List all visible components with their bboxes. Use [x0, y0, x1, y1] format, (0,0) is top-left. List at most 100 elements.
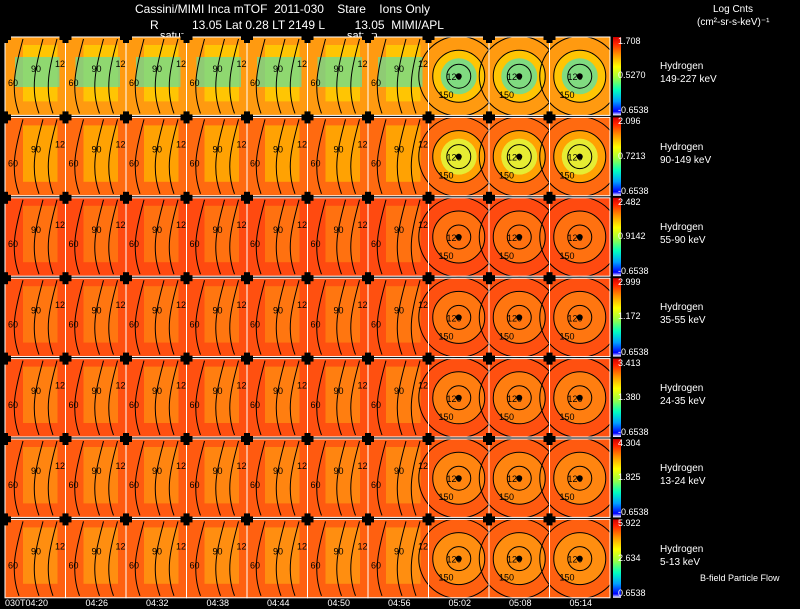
contour-label: 150	[439, 171, 454, 181]
contour-label: 120	[447, 394, 462, 404]
image-panel	[4, 438, 66, 518]
colorbar-max-label: 3.413	[618, 357, 641, 368]
colorbar-mid-label: 0.5270	[618, 70, 646, 81]
crosshair-marker	[362, 31, 374, 43]
image-panel	[307, 358, 369, 438]
image-panel	[65, 197, 127, 277]
image-panel	[307, 277, 369, 358]
colorbar-max-label: 2.096	[618, 116, 641, 127]
contour-label: 90	[152, 547, 162, 557]
contour-label: 90	[213, 145, 223, 155]
crosshair-marker	[180, 513, 193, 526]
contour-label: 60	[371, 319, 381, 329]
band-species-label: Hydrogen	[660, 463, 704, 475]
contour-label: 12	[55, 300, 65, 310]
crosshair-marker	[301, 31, 314, 43]
image-panel	[539, 357, 621, 439]
crosshair-marker	[301, 513, 314, 526]
crosshair-marker	[543, 513, 556, 526]
legend-note: B-field Particle Flow	[700, 573, 780, 583]
contour-label: 120	[507, 394, 522, 404]
crosshair-marker	[120, 31, 132, 43]
crosshair-marker	[120, 513, 132, 526]
crosshair-marker	[0, 513, 11, 526]
image-panel	[246, 277, 308, 358]
crosshair-marker	[543, 31, 556, 43]
contour-label: 90	[92, 305, 102, 315]
contour-label: 12	[116, 59, 126, 69]
contour-label: 150	[560, 90, 575, 100]
contour-label: 60	[129, 480, 139, 490]
contour-label: 90	[273, 386, 283, 396]
time-axis-label: 04:38	[206, 598, 230, 608]
contour-label: 150	[499, 492, 514, 502]
crosshair-marker	[362, 513, 374, 526]
contour-label: 12	[297, 381, 307, 391]
crosshair-marker	[180, 111, 193, 124]
contour-label: 90	[394, 547, 404, 557]
contour-label: 90	[213, 64, 223, 74]
image-panel	[478, 116, 560, 198]
contour-label: 60	[69, 78, 79, 88]
band-species-label: Hydrogen	[660, 61, 704, 73]
contour-label: 90	[31, 145, 41, 155]
contour-label: 12	[116, 461, 126, 471]
contour-label: 60	[8, 159, 18, 169]
crosshair-marker	[301, 433, 314, 445]
contour-label: 60	[371, 400, 381, 410]
colorbar-min-label: -0.6538	[618, 266, 649, 277]
contour-label: 12	[116, 300, 126, 310]
contour-label: 60	[311, 239, 321, 249]
image-panel	[186, 277, 248, 358]
contour-label: 60	[311, 400, 321, 410]
image-panel	[65, 277, 127, 358]
contour-label: 150	[560, 251, 575, 261]
contour-label: 60	[371, 159, 381, 169]
image-panel	[186, 197, 248, 277]
contour-label: 60	[129, 319, 139, 329]
time-axis-label: 05:14	[569, 598, 593, 608]
crosshair-marker	[59, 433, 72, 445]
contour-label: 120	[507, 72, 522, 82]
contour-label: 60	[250, 480, 260, 490]
image-panel	[4, 116, 66, 197]
contour-label: 90	[31, 64, 41, 74]
image-panel	[186, 116, 248, 197]
time-axis-label: 030T04:20	[5, 598, 49, 608]
contour-label: 12	[237, 300, 247, 310]
time-axis-label: 04:32	[146, 598, 169, 608]
contour-label: 90	[334, 305, 344, 315]
crosshair-marker	[120, 352, 132, 365]
crosshair-marker	[241, 433, 253, 445]
contour-label: 120	[447, 555, 462, 565]
contour-label: 90	[273, 64, 283, 74]
crosshair-marker	[543, 433, 556, 445]
contour-label: 12	[358, 220, 368, 230]
contour-label: 60	[69, 159, 79, 169]
crosshair-marker	[120, 272, 132, 285]
image-panel	[125, 116, 187, 197]
contour-label: 60	[69, 400, 79, 410]
crosshair-marker	[422, 31, 435, 43]
crosshair-marker	[0, 191, 11, 204]
contour-label: 12	[297, 461, 307, 471]
colorbar-mid-label: 2.634	[618, 552, 641, 563]
colorbar-max-label: 2.999	[618, 277, 641, 288]
contour-label: 60	[8, 400, 18, 410]
contour-label: 60	[69, 319, 79, 329]
band-energy-label: 149-227 keV	[660, 74, 717, 86]
contour-label: 90	[273, 547, 283, 557]
crosshair-marker	[0, 433, 11, 445]
image-panel	[125, 277, 187, 358]
time-axis-label: 04:56	[388, 598, 411, 608]
crosshair-marker	[422, 111, 435, 124]
image-panel	[367, 36, 429, 116]
contour-label: 90	[92, 225, 102, 235]
contour-label: 12	[297, 59, 307, 69]
image-panel	[65, 358, 127, 438]
contour-label: 12	[176, 220, 186, 230]
contour-label: 90	[273, 305, 283, 315]
crosshair-marker	[543, 272, 556, 285]
contour-label: 90	[334, 466, 344, 476]
contour-label: 60	[190, 561, 200, 571]
